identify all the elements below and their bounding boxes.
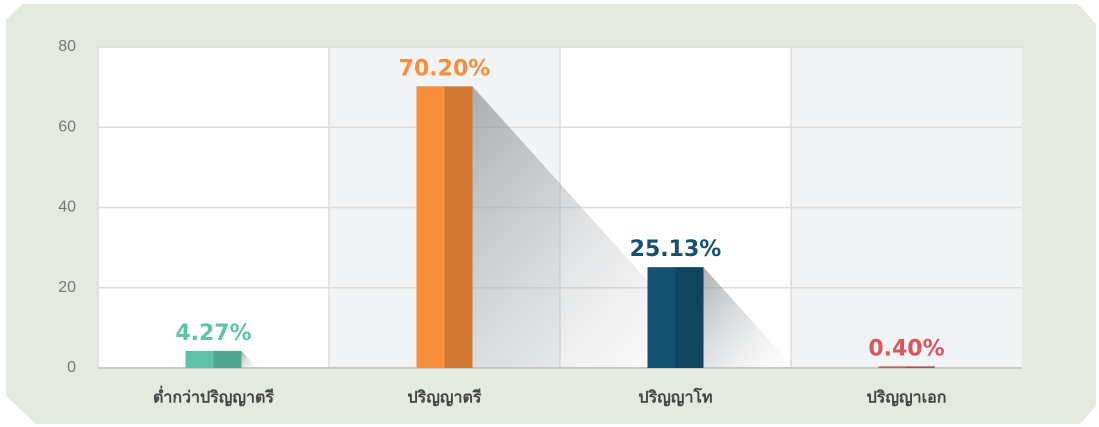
bar-shadow (934, 366, 936, 368)
value-label: 25.13% (630, 237, 722, 262)
bar (878, 366, 935, 368)
y-tick-label: 80 (58, 38, 76, 55)
bar-shadow (703, 267, 795, 368)
bar (416, 86, 473, 368)
x-tick-label: ปริญญาตรี (408, 388, 482, 408)
value-label: 4.27% (175, 321, 251, 346)
y-tick-label: 20 (58, 279, 76, 296)
value-label: 0.40% (868, 336, 944, 361)
y-tick-label: 60 (58, 118, 76, 135)
bar (647, 267, 704, 368)
value-label: 70.20% (399, 56, 491, 81)
bar-shade (906, 366, 935, 368)
bar-shade (675, 267, 704, 368)
bar-shadow (241, 350, 257, 368)
x-tick-label: ปริญญาโท (638, 387, 712, 408)
bar (185, 350, 242, 368)
y-tick-label: 40 (58, 199, 76, 216)
bar-shade (213, 350, 242, 368)
x-tick-label: ต่ำกว่าปริญญาตรี (153, 386, 274, 408)
x-tick-label: ปริญญาเอก (867, 388, 947, 408)
y-tick-label: 0 (67, 359, 76, 376)
bar-shade (444, 86, 473, 368)
